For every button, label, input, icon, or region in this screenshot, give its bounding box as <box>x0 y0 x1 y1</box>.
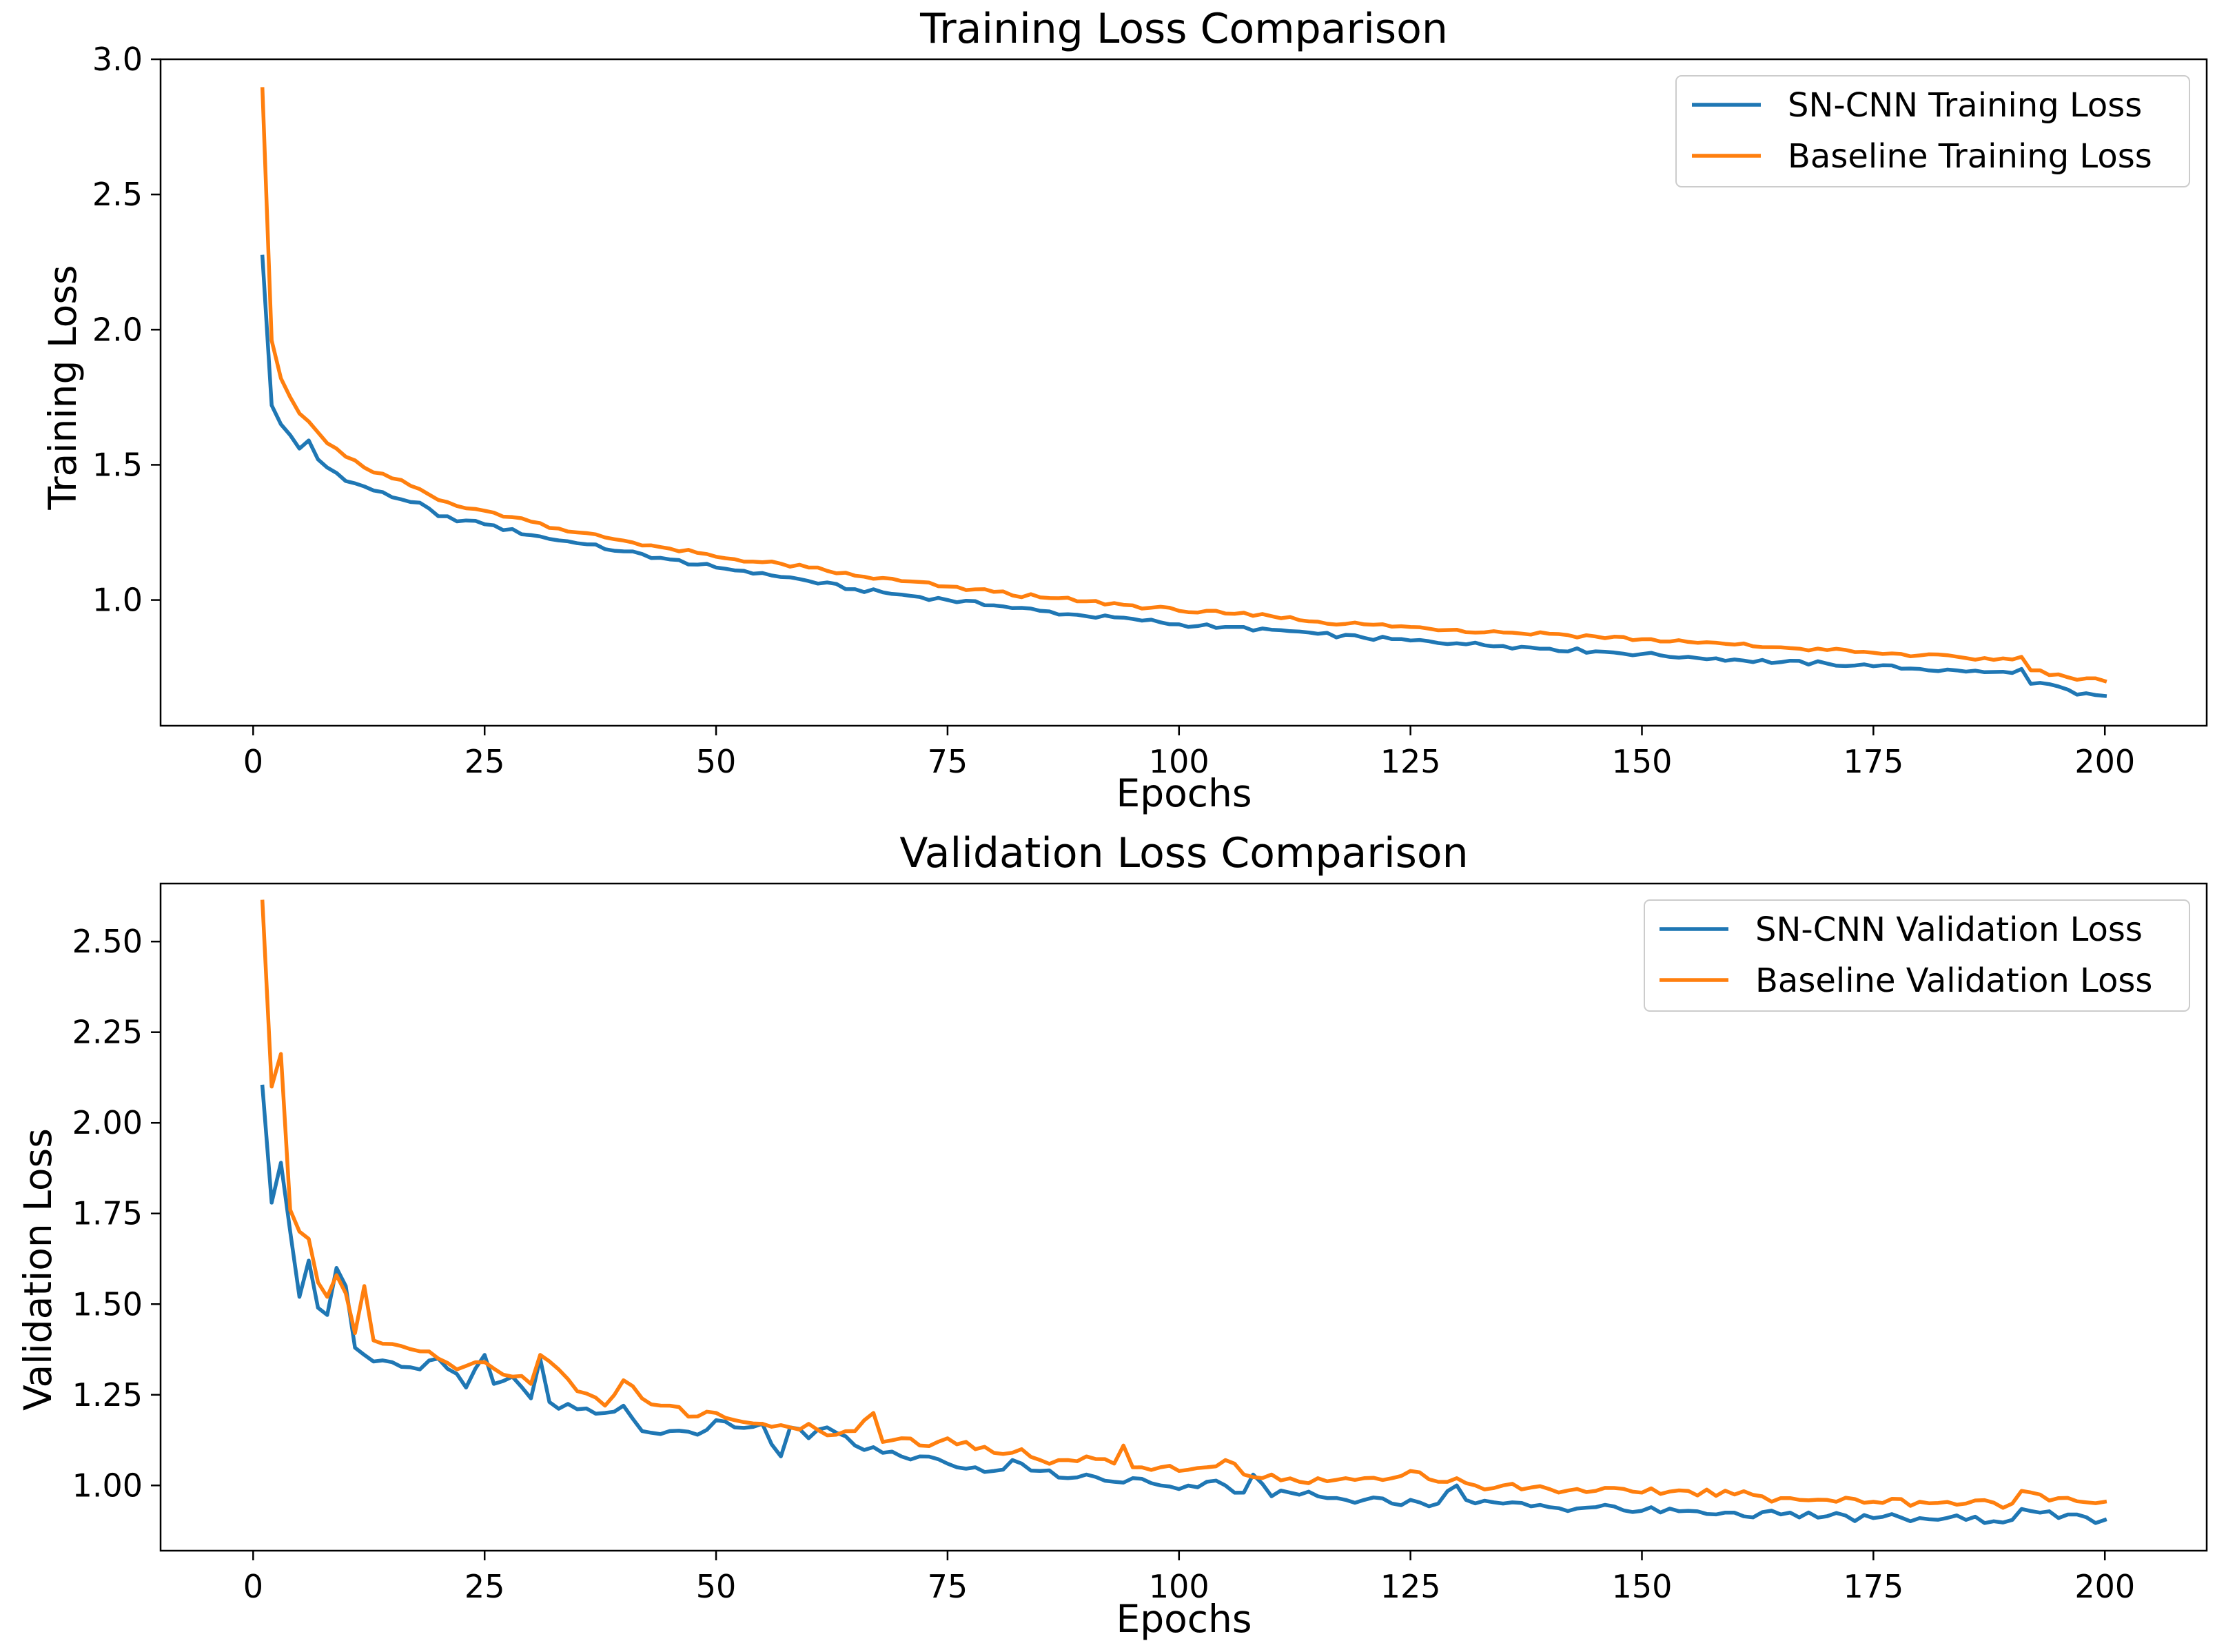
training-loss-chart: Training Loss Comparison Training Loss E… <box>41 5 2208 815</box>
y-tick-label: 1.50 <box>72 1285 143 1323</box>
y-tick-label: 2.25 <box>72 1014 143 1051</box>
legend-label: Baseline Validation Loss <box>1755 961 2152 1000</box>
legend-box <box>1644 899 2190 1012</box>
x-tick-label: 200 <box>2074 1568 2135 1605</box>
x-tick-label: 75 <box>928 1568 968 1605</box>
series-line-baseline <box>260 899 2107 1510</box>
x-tick-label: 25 <box>464 1568 505 1605</box>
x-tick-label: 175 <box>1843 743 1903 780</box>
x-tick-label: 100 <box>1149 743 1209 780</box>
plot-area: 0 25 50 75 100 125 150 175 200 1.0 1.5 2.0 2.5 3.0 SN-… <box>92 41 2208 780</box>
x-tick-label: 100 <box>1149 1568 1209 1605</box>
y-axis-label: Training Loss <box>41 265 85 510</box>
chart-title: Training Loss Comparison <box>919 5 1448 53</box>
legend-label: SN-CNN Validation Loss <box>1755 910 2143 949</box>
x-tick-label: 50 <box>696 1568 737 1605</box>
x-tick-label: 150 <box>1612 1568 1673 1605</box>
y-tick-label: 1.0 <box>92 582 143 619</box>
y-tick-label: 3.0 <box>92 41 143 78</box>
plot-area: 0 25 50 75 100 125 150 175 200 1.00 1.25 1.50 1.75 2.… <box>72 882 2208 1605</box>
legend-box <box>1675 75 2190 187</box>
x-tick-label: 175 <box>1843 1568 1903 1605</box>
x-tick-label: 125 <box>1380 1568 1441 1605</box>
y-tick-label: 1.00 <box>72 1467 143 1504</box>
y-tick-label: 2.00 <box>72 1104 143 1141</box>
x-tick-label: 150 <box>1612 743 1673 780</box>
axes-frame <box>159 882 2208 1552</box>
series-line-baseline <box>260 87 2107 684</box>
x-tick-label: 125 <box>1380 743 1441 780</box>
x-axis-label: Epochs <box>1116 1597 1252 1641</box>
y-tick-label: 2.50 <box>72 923 143 960</box>
chart-title: Validation Loss Comparison <box>899 829 1468 877</box>
y-tick-label: 2.0 <box>92 311 143 348</box>
x-tick-label: 75 <box>928 743 968 780</box>
x-tick-label: 25 <box>464 743 505 780</box>
series-line-sn-cnn <box>260 1084 2107 1525</box>
legend-label: SN-CNN Training Loss <box>1788 86 2142 125</box>
y-tick-label: 1.75 <box>72 1195 143 1232</box>
series-line-sn-cnn <box>260 254 2107 698</box>
legend-label: Baseline Training Loss <box>1788 137 2152 176</box>
y-axis-label: Validation Loss <box>16 1128 60 1411</box>
y-tick-label: 1.5 <box>92 446 143 483</box>
y-tick-label: 2.5 <box>92 176 143 213</box>
y-tick-label: 1.25 <box>72 1376 143 1414</box>
x-tick-label: 200 <box>2074 743 2135 780</box>
x-axis-label: Epochs <box>1116 771 1252 815</box>
axes-frame <box>159 58 2208 727</box>
legend: SN-CNN Validation Loss Baseline Validatio… <box>1644 899 2190 1012</box>
x-tick-label: 50 <box>696 743 737 780</box>
x-tick-label: 0 <box>243 1568 263 1605</box>
validation-loss-chart: Validation Loss Comparison Validation Lo… <box>16 829 2208 1641</box>
x-tick-label: 0 <box>243 743 263 780</box>
legend: SN-CNN Training Loss Baseline Training Lo… <box>1675 75 2190 187</box>
